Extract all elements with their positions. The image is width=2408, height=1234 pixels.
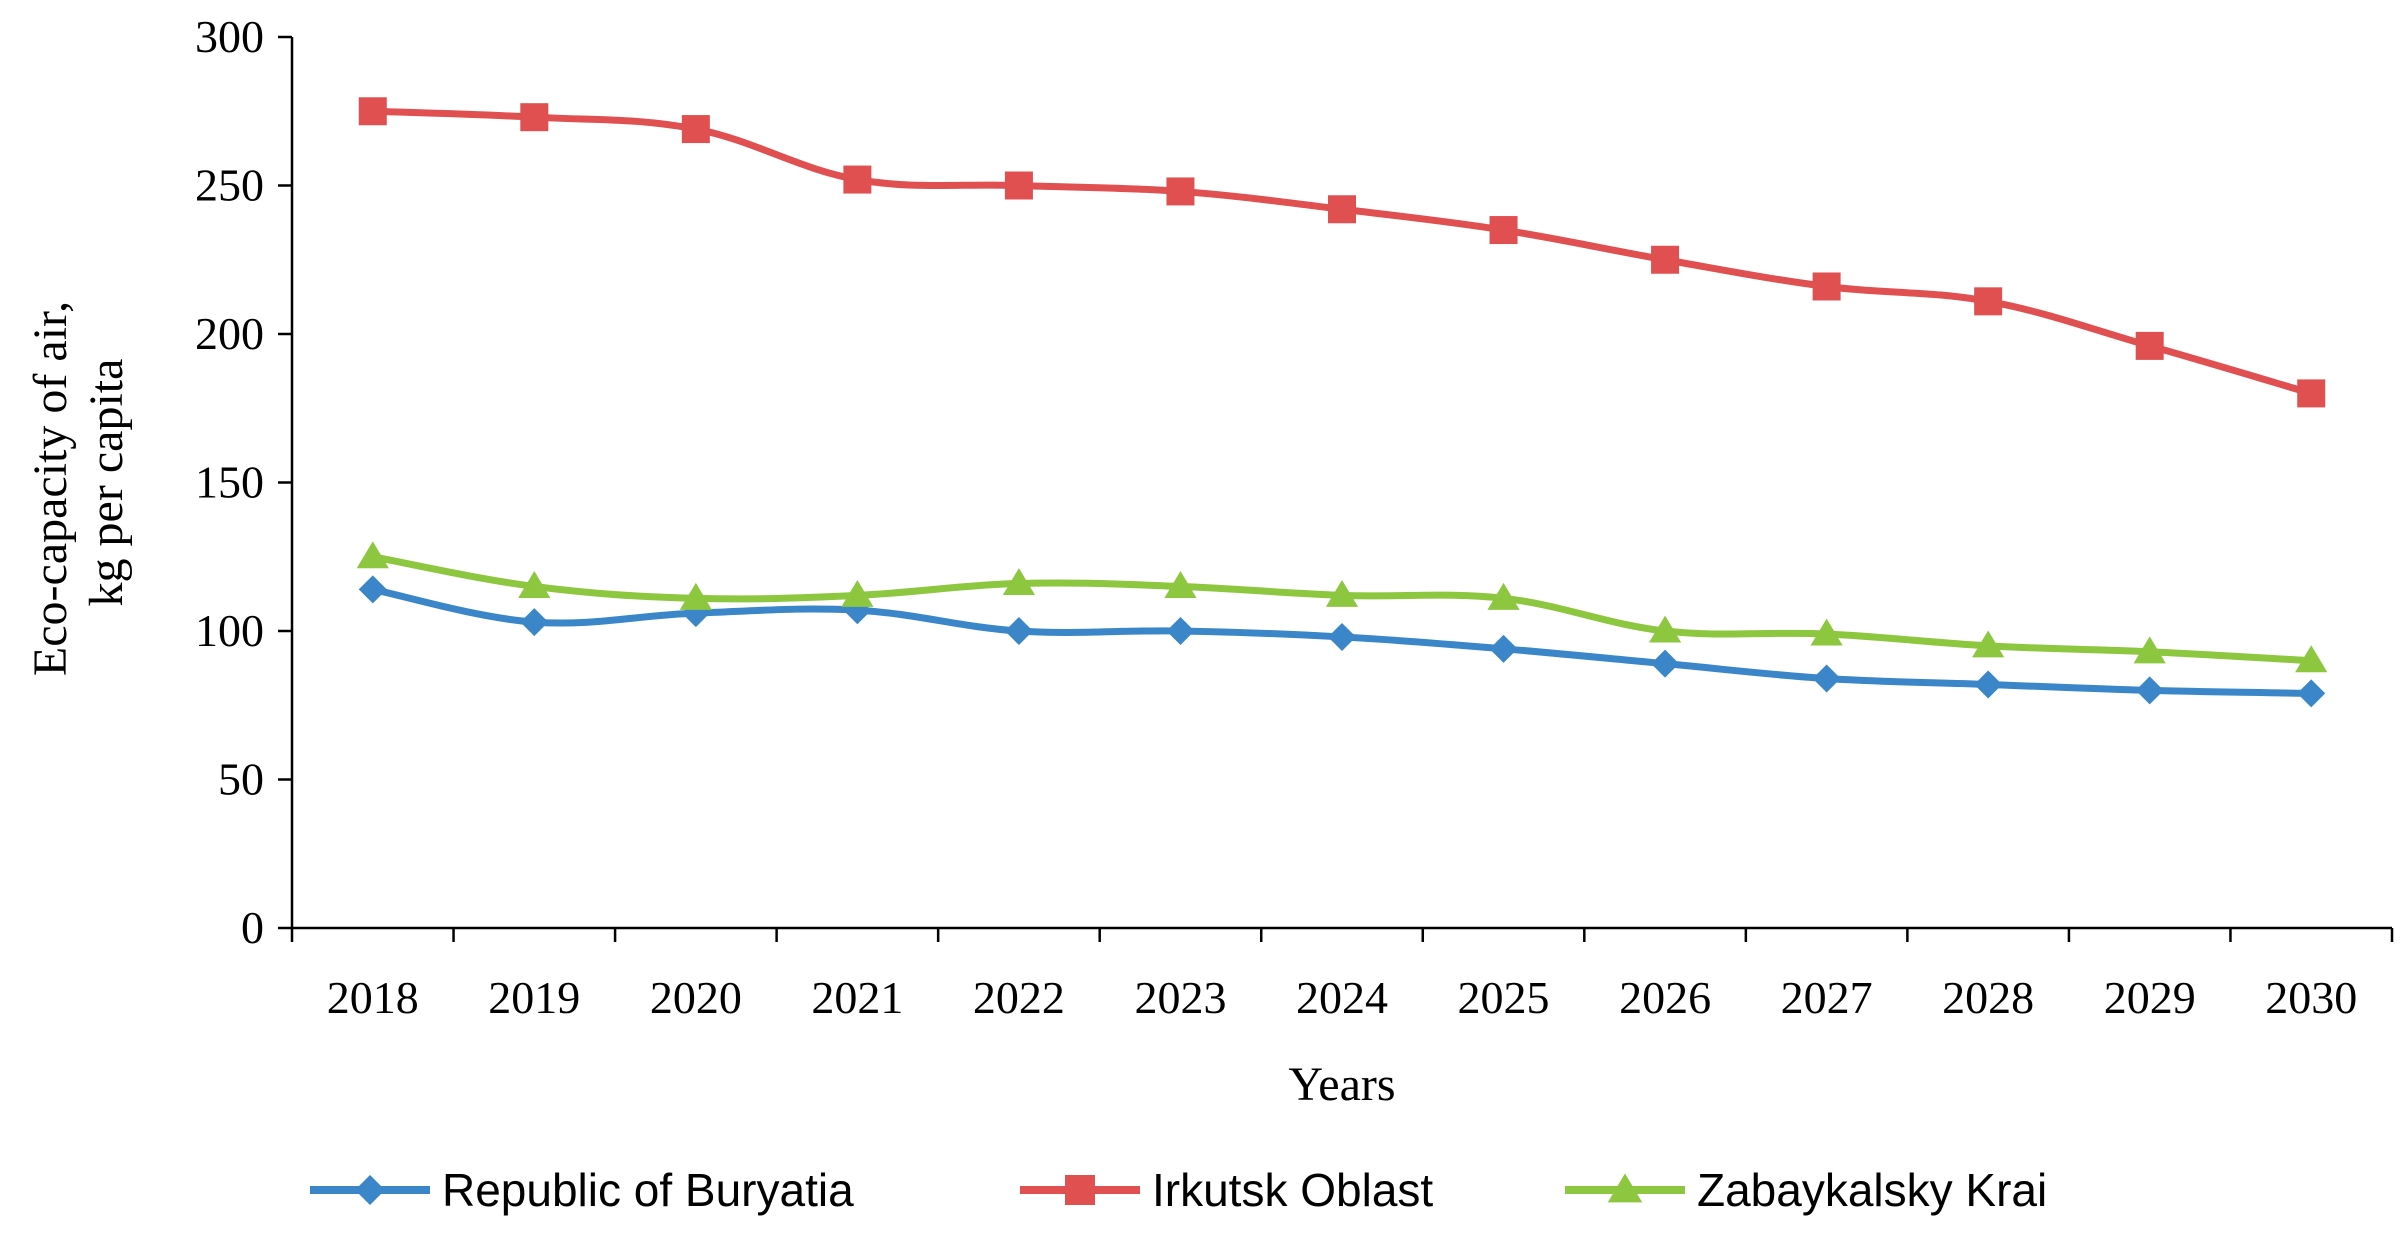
- x-tick-label: 2022: [973, 972, 1065, 1023]
- data-point: [1166, 617, 1195, 645]
- data-point: [2297, 679, 2326, 708]
- y-axis-title-line-1: Eco-capacity of air,: [24, 301, 77, 676]
- series-layer: [356, 97, 2328, 708]
- data-point: [358, 97, 387, 126]
- data-point: [2135, 331, 2164, 360]
- data-point: [843, 165, 872, 194]
- data-point: [358, 575, 387, 604]
- x-tick-labels: 2018 2019 2020 2021 2022 2023 2024 2025 2026 2027…: [327, 972, 2357, 1023]
- data-point: [1810, 618, 1843, 646]
- legend-label: Republic of Buryatia: [442, 1164, 854, 1216]
- data-point: [2297, 379, 2326, 408]
- data-point: [1004, 171, 1033, 200]
- x-tick-label: 2027: [1781, 972, 1873, 1023]
- legend-marker: [355, 1175, 385, 1205]
- series-line: [369, 107, 2315, 397]
- x-tick-label: 2030: [2265, 972, 2357, 1023]
- data-point: [1002, 568, 1036, 596]
- data-point: [1812, 272, 1841, 301]
- x-tick-label: 2023: [1134, 972, 1226, 1023]
- data-point: [679, 582, 712, 610]
- x-axis-title: Years: [1288, 1058, 1395, 1111]
- legend-item: Irkutsk Oblast: [1020, 1164, 1433, 1216]
- y-tick-label: 50: [218, 754, 264, 805]
- data-point: [1325, 579, 1359, 607]
- legend-item: Zabaykalsky Krai: [1565, 1164, 2047, 1216]
- data-point: [1648, 615, 1682, 643]
- data-point: [1812, 664, 1841, 693]
- legend: Republic of Buryatia Irkutsk Oblast Zabayk…: [310, 1164, 2047, 1216]
- data-point: [520, 103, 549, 132]
- data-point: [1972, 630, 2005, 658]
- y-axis-title-line-2: kg per capita: [80, 359, 133, 607]
- x-tick-label: 2025: [1458, 972, 1550, 1023]
- legend-label: Irkutsk Oblast: [1152, 1164, 1433, 1216]
- data-point: [1487, 582, 1520, 610]
- data-point: [1974, 670, 2003, 699]
- data-point: [1004, 617, 1033, 645]
- data-point: [1328, 195, 1356, 224]
- axes: [278, 35, 2394, 942]
- data-point: [1164, 571, 1197, 598]
- series-1: [358, 575, 2326, 708]
- x-tick-label: 2020: [650, 972, 742, 1023]
- data-point: [1328, 622, 1356, 651]
- x-tick-label: 2018: [327, 972, 419, 1023]
- data-point: [1489, 634, 1518, 663]
- x-tick-label: 2028: [1942, 972, 2034, 1023]
- series-3: [356, 541, 2328, 673]
- data-point: [520, 608, 549, 637]
- legend-item: Republic of Buryatia: [310, 1164, 854, 1216]
- y-tick-labels: 0 50 100 150 200 250 300: [195, 11, 264, 953]
- x-tick-label: 2024: [1296, 972, 1388, 1023]
- y-tick-label: 100: [195, 605, 264, 656]
- y-tick-label: 300: [195, 11, 264, 62]
- y-axis-title: Eco-capacity of air, kg per capita: [24, 289, 133, 676]
- data-point: [1974, 287, 2003, 316]
- series-2: [358, 97, 2326, 408]
- x-tick-label: 2026: [1619, 972, 1711, 1023]
- y-tick-label: 0: [241, 902, 264, 953]
- data-point: [1489, 216, 1518, 245]
- y-tick-label: 250: [195, 160, 264, 211]
- legend-marker: [1607, 1173, 1643, 1203]
- data-point: [2135, 676, 2164, 705]
- data-point: [356, 541, 389, 569]
- data-point: [2295, 645, 2328, 673]
- data-point: [841, 579, 874, 607]
- y-tick-label: 150: [195, 457, 264, 508]
- data-point: [681, 115, 710, 144]
- data-point: [1166, 177, 1195, 206]
- x-tick-label: 2021: [811, 972, 903, 1023]
- data-point: [1651, 245, 1680, 274]
- x-tick-label: 2029: [2104, 972, 2196, 1023]
- legend-label: Zabaykalsky Krai: [1697, 1164, 2047, 1216]
- data-point: [2133, 636, 2166, 664]
- data-point: [518, 571, 551, 598]
- y-tick-label: 200: [195, 308, 264, 359]
- legend-marker: [1065, 1175, 1095, 1205]
- x-tick-label: 2019: [488, 972, 580, 1023]
- data-point: [1651, 649, 1680, 678]
